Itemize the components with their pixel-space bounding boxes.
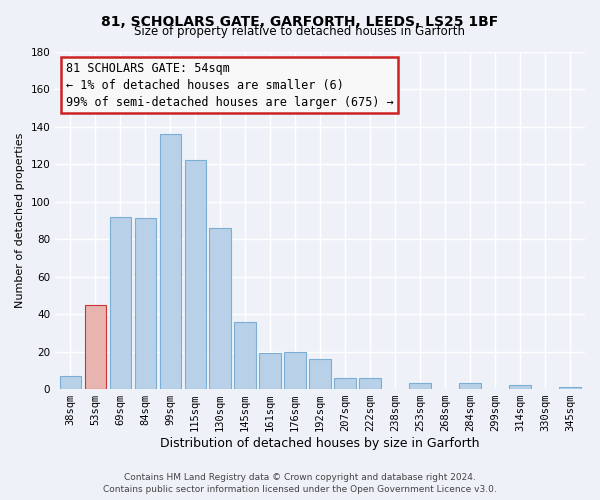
Bar — [160, 134, 181, 389]
Text: 81 SCHOLARS GATE: 54sqm
← 1% of detached houses are smaller (6)
99% of semi-deta: 81 SCHOLARS GATE: 54sqm ← 1% of detached… — [66, 62, 394, 108]
X-axis label: Distribution of detached houses by size in Garforth: Distribution of detached houses by size … — [160, 437, 480, 450]
Bar — [85, 304, 106, 389]
Bar — [310, 359, 331, 389]
Bar — [559, 387, 581, 389]
Bar — [509, 386, 530, 389]
Bar — [259, 354, 281, 389]
Bar — [460, 384, 481, 389]
Y-axis label: Number of detached properties: Number of detached properties — [15, 132, 25, 308]
Bar — [334, 378, 356, 389]
Bar — [284, 352, 306, 389]
Bar — [409, 384, 431, 389]
Text: 81, SCHOLARS GATE, GARFORTH, LEEDS, LS25 1BF: 81, SCHOLARS GATE, GARFORTH, LEEDS, LS25… — [101, 15, 499, 29]
Text: Size of property relative to detached houses in Garforth: Size of property relative to detached ho… — [134, 25, 466, 38]
Bar — [134, 218, 156, 389]
Text: Contains HM Land Registry data © Crown copyright and database right 2024.
Contai: Contains HM Land Registry data © Crown c… — [103, 472, 497, 494]
Bar — [235, 322, 256, 389]
Bar — [110, 216, 131, 389]
Bar — [59, 376, 81, 389]
Bar — [359, 378, 380, 389]
Bar — [185, 160, 206, 389]
Bar — [209, 228, 231, 389]
